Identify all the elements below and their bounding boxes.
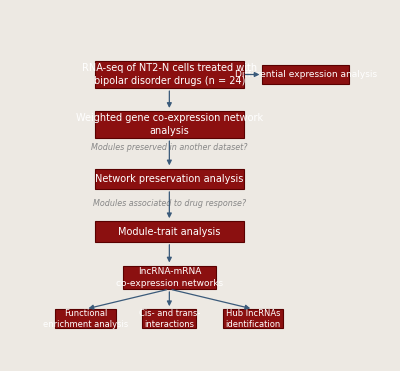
FancyBboxPatch shape: [95, 168, 244, 189]
Text: Differential expression analysis: Differential expression analysis: [235, 70, 377, 79]
FancyBboxPatch shape: [95, 111, 244, 138]
FancyBboxPatch shape: [123, 266, 216, 289]
FancyBboxPatch shape: [223, 309, 283, 328]
FancyBboxPatch shape: [142, 309, 196, 328]
FancyBboxPatch shape: [95, 221, 244, 242]
Text: Cis- and trans-
interactions: Cis- and trans- interactions: [139, 309, 200, 329]
Text: Modules associated to drug response?: Modules associated to drug response?: [93, 198, 246, 207]
Text: Network preservation analysis: Network preservation analysis: [95, 174, 244, 184]
Text: Hub lncRNAs
identification: Hub lncRNAs identification: [226, 309, 281, 329]
Text: lncRNA-mRNA
co-expression networks: lncRNA-mRNA co-expression networks: [116, 267, 223, 288]
Text: Module-trait analysis: Module-trait analysis: [118, 227, 220, 237]
Text: Functional
enrichment analysis: Functional enrichment analysis: [43, 309, 128, 329]
Text: Weighted gene co-expression network
analysis: Weighted gene co-expression network anal…: [76, 113, 263, 136]
FancyBboxPatch shape: [56, 309, 116, 328]
FancyBboxPatch shape: [262, 65, 349, 84]
Text: RNA-seq of NT2-N cells treated with
bipolar disorder drugs (n = 24): RNA-seq of NT2-N cells treated with bipo…: [82, 63, 257, 86]
FancyBboxPatch shape: [95, 61, 244, 88]
Text: Modules preserved in another dataset?: Modules preserved in another dataset?: [91, 144, 248, 152]
